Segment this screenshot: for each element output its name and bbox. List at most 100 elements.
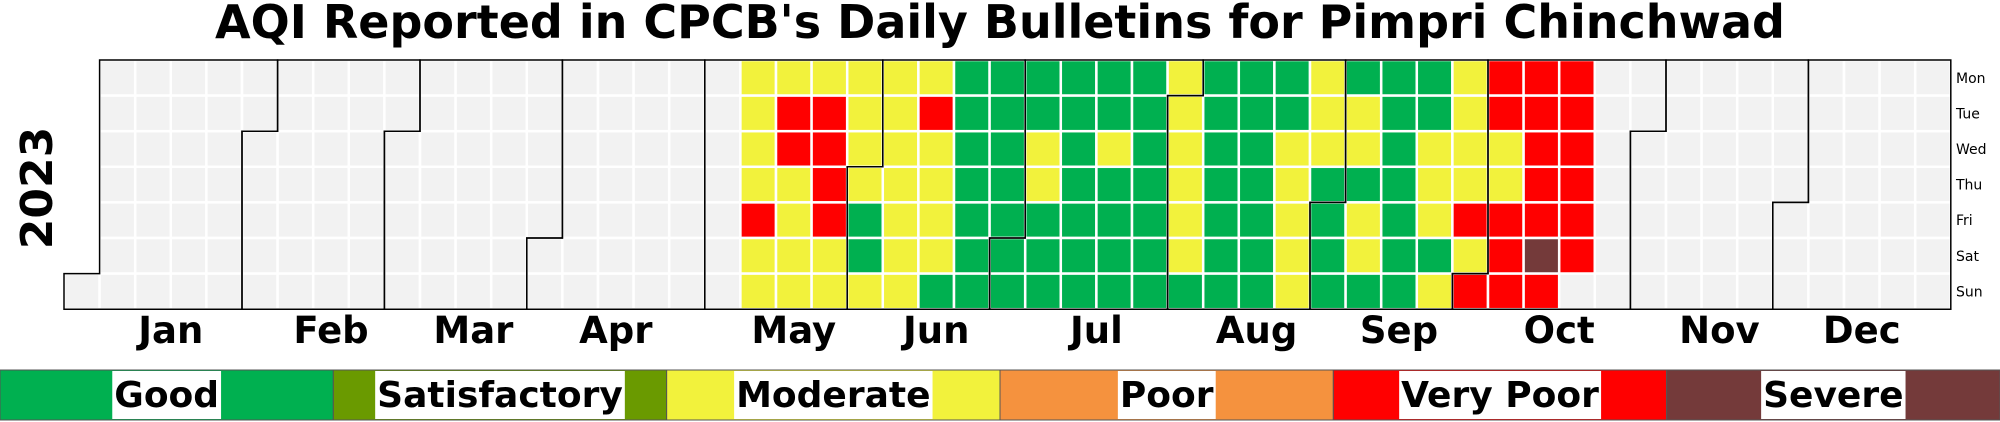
day-cell [917, 129, 956, 169]
day-cell [1629, 201, 1668, 240]
day-cell [774, 94, 813, 133]
year-label: 2023 [12, 127, 63, 249]
day-cell [1735, 58, 1775, 97]
day-cell [1451, 129, 1490, 169]
day-cell [98, 58, 137, 97]
day-cell [1023, 58, 1063, 97]
day-cell [1344, 129, 1383, 169]
day-cell [1522, 201, 1561, 240]
day-cell [489, 201, 529, 240]
day-cell [952, 236, 991, 275]
day-cell [205, 236, 244, 275]
day-cell [881, 129, 920, 169]
day-cell [418, 272, 457, 311]
day-cell [489, 272, 529, 311]
month-label: Mar [433, 309, 514, 352]
weekday-label: Sun [1956, 284, 1983, 300]
day-cell [1308, 129, 1347, 169]
day-cell [418, 165, 457, 204]
weekday-label: Mon [1956, 71, 1986, 87]
day-cell [1557, 58, 1597, 97]
day-cell [276, 94, 315, 133]
day-cell [169, 58, 208, 97]
day-cell [1700, 58, 1739, 97]
day-cell [1095, 129, 1134, 169]
legend-label-bg [734, 371, 933, 419]
day-cell [133, 94, 173, 133]
day-cell [276, 272, 315, 311]
day-cell [1308, 94, 1347, 133]
day-cell [347, 58, 386, 97]
day-cell [1273, 272, 1312, 311]
day-cell [1664, 236, 1703, 275]
legend-label-bg [112, 371, 222, 419]
day-cell [1878, 58, 1917, 97]
day-cell [1415, 165, 1454, 204]
day-cell [169, 129, 208, 169]
day-cell [988, 201, 1027, 240]
day-cell [667, 201, 707, 240]
day-cell [845, 129, 885, 169]
day-cell [1557, 201, 1597, 240]
day-cell [1664, 94, 1703, 133]
day-cell [1629, 58, 1668, 97]
day-cell [774, 129, 813, 169]
day-cell [703, 236, 742, 275]
day-cell [1557, 272, 1597, 311]
day-cell [240, 272, 279, 311]
day-cell [1913, 129, 1953, 169]
day-cell [632, 201, 671, 240]
day-cell [240, 58, 279, 97]
day-cell [383, 272, 422, 311]
day-cell [1878, 129, 1917, 169]
day-cell [1842, 272, 1881, 311]
day-cell [1451, 272, 1490, 311]
day-cell [703, 165, 742, 204]
month-label: Nov [1679, 309, 1760, 352]
day-cell [667, 165, 707, 204]
day-cell [845, 201, 885, 240]
day-cell [311, 94, 351, 133]
day-cell [1522, 236, 1561, 275]
day-cell [596, 165, 635, 204]
legend-label-bg [1761, 371, 1906, 419]
day-cell [1842, 58, 1881, 97]
day-cell [1664, 272, 1703, 311]
day-cell [169, 165, 208, 204]
legend-label-bg [375, 371, 625, 419]
day-cell [525, 58, 564, 97]
month-label: May [751, 309, 836, 352]
day-cell [596, 272, 635, 311]
day-cell [1807, 129, 1846, 169]
day-cell [1629, 272, 1668, 311]
day-cell [1273, 236, 1312, 275]
day-cell [810, 236, 849, 275]
day-cell [205, 129, 244, 169]
day-cell [810, 272, 849, 311]
day-cell [632, 272, 671, 311]
day-cell [133, 272, 173, 311]
day-cell [1913, 165, 1953, 204]
day-cell [1878, 201, 1917, 240]
day-cell [1379, 58, 1419, 97]
day-cell [988, 236, 1027, 275]
day-cell [454, 272, 493, 311]
day-cell [632, 165, 671, 204]
day-cell [1166, 129, 1205, 169]
day-cell [1557, 94, 1597, 133]
day-cell [347, 165, 386, 204]
day-cell [1130, 272, 1169, 311]
day-cell [703, 58, 742, 97]
day-cell [205, 94, 244, 133]
day-cell [845, 236, 885, 275]
day-cell [561, 58, 600, 97]
legend-label: Poor [1120, 375, 1214, 416]
day-cell [1771, 236, 1810, 275]
day-cell [1095, 165, 1134, 204]
day-cell [988, 272, 1027, 311]
day-cell [1344, 58, 1383, 97]
day-cell [632, 58, 671, 97]
weekday-label: Fri [1956, 213, 1973, 229]
day-cell [703, 201, 742, 240]
day-cell [240, 236, 279, 275]
